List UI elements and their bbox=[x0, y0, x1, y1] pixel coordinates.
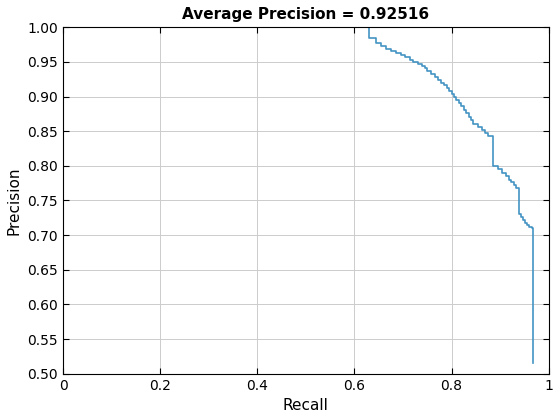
Y-axis label: Precision: Precision bbox=[7, 166, 22, 235]
Title: Average Precision = 0.92516: Average Precision = 0.92516 bbox=[183, 7, 430, 22]
X-axis label: Recall: Recall bbox=[283, 398, 329, 413]
